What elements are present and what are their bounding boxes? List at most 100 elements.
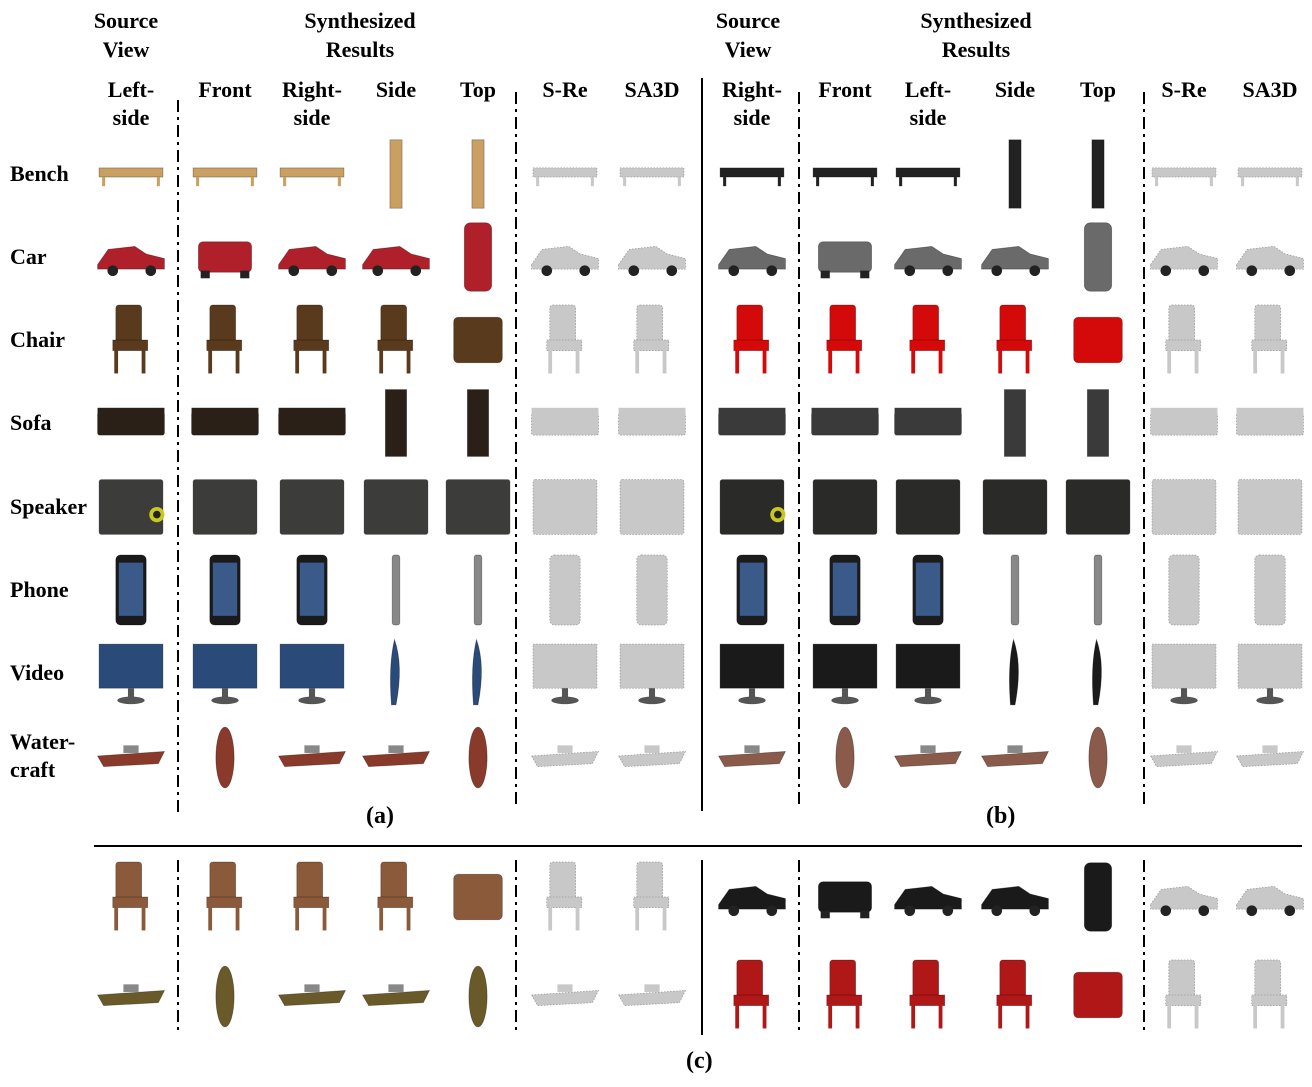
row-label-5: Phone xyxy=(10,577,69,602)
thumb-a-video-5 xyxy=(527,635,603,711)
thumb-b-watercraft-6 xyxy=(1232,718,1308,794)
thumb-c-b-0-4 xyxy=(1060,859,1136,935)
thumb-b-car-6 xyxy=(1232,219,1308,295)
thumb-c-a-1-4 xyxy=(440,957,516,1033)
thumb-b-chair-4 xyxy=(1060,302,1136,378)
thumb-b-phone-6 xyxy=(1232,552,1308,628)
separator-b-methods xyxy=(1143,92,1145,807)
thumb-b-bench-1 xyxy=(807,136,883,212)
thumb-c-a-1-0 xyxy=(93,957,169,1033)
separator-a-methods xyxy=(515,92,517,807)
thumb-a-watercraft-6 xyxy=(614,718,690,794)
thumb-a-speaker-3 xyxy=(358,469,434,545)
thumb-a-bench-1 xyxy=(187,136,263,212)
thumb-b-sofa-4 xyxy=(1060,385,1136,461)
row-label-6: Video xyxy=(10,660,65,685)
thumb-a-bench-5 xyxy=(527,136,603,212)
thumb-a-speaker-6 xyxy=(614,469,690,545)
thumb-b-sofa-6 xyxy=(1232,385,1308,461)
thumb-a-speaker-2 xyxy=(274,469,350,545)
column-header-a-3: Side xyxy=(375,77,417,102)
thumb-a-car-4 xyxy=(440,219,516,295)
thumb-a-watercraft-3 xyxy=(358,718,434,794)
thumb-a-phone-2 xyxy=(274,552,350,628)
thumb-b-phone-5 xyxy=(1146,552,1222,628)
thumb-a-sofa-4 xyxy=(440,385,516,461)
thumb-b-car-3 xyxy=(977,219,1053,295)
thumb-a-speaker-5 xyxy=(527,469,603,545)
thumb-b-video-4 xyxy=(1060,635,1136,711)
column-header-a-6: SA3D xyxy=(624,77,680,102)
thumb-b-speaker-4 xyxy=(1060,469,1136,545)
thumb-b-chair-1 xyxy=(807,302,883,378)
column-header-a-1: Front xyxy=(198,77,252,102)
separator-c-b-methods xyxy=(1143,860,1145,1035)
thumb-c-a-1-6 xyxy=(614,957,690,1033)
thumb-a-phone-5 xyxy=(527,552,603,628)
thumb-b-speaker-6 xyxy=(1232,469,1308,545)
thumb-b-chair-6 xyxy=(1232,302,1308,378)
thumb-a-sofa-5 xyxy=(527,385,603,461)
thumb-b-phone-1 xyxy=(807,552,883,628)
thumb-a-bench-3 xyxy=(358,136,434,212)
thumb-b-speaker-1 xyxy=(807,469,883,545)
row-label-1: Car xyxy=(10,244,47,269)
thumb-b-chair-2 xyxy=(890,302,966,378)
thumb-b-video-3 xyxy=(977,635,1053,711)
thumb-a-watercraft-5 xyxy=(527,718,603,794)
thumb-a-phone-0 xyxy=(93,552,169,628)
thumb-a-video-3 xyxy=(358,635,434,711)
thumb-a-car-1 xyxy=(187,219,263,295)
thumb-c-b-0-0 xyxy=(714,859,790,935)
thumb-b-bench-6 xyxy=(1232,136,1308,212)
thumb-b-bench-3 xyxy=(977,136,1053,212)
thumb-a-sofa-0 xyxy=(93,385,169,461)
thumb-a-video-2 xyxy=(274,635,350,711)
panel-a-source-header: Source View xyxy=(93,8,159,62)
panel-c-label: (c) xyxy=(686,1048,713,1074)
thumb-a-bench-4 xyxy=(440,136,516,212)
thumb-a-bench-0 xyxy=(93,136,169,212)
separator-c-a-source xyxy=(177,860,179,1035)
thumb-a-phone-1 xyxy=(187,552,263,628)
separator-c-b-source xyxy=(798,860,800,1035)
thumb-b-watercraft-1 xyxy=(807,718,883,794)
thumb-a-video-4 xyxy=(440,635,516,711)
column-header-b-0: Right- side xyxy=(722,77,782,130)
thumb-a-bench-6 xyxy=(614,136,690,212)
thumb-a-car-5 xyxy=(527,219,603,295)
thumb-b-watercraft-5 xyxy=(1146,718,1222,794)
panel-a-synth-header: Synthesized Results xyxy=(304,8,416,62)
thumb-c-a-0-4 xyxy=(440,859,516,935)
thumb-b-phone-2 xyxy=(890,552,966,628)
row-label-0: Bench xyxy=(10,161,69,186)
thumb-c-a-1-1 xyxy=(187,957,263,1033)
panel-b-source-header: Source View xyxy=(715,8,781,62)
thumb-a-bench-2 xyxy=(274,136,350,212)
thumb-b-chair-0 xyxy=(714,302,790,378)
thumb-c-a-0-3 xyxy=(358,859,434,935)
thumb-a-chair-1 xyxy=(187,302,263,378)
thumb-a-watercraft-2 xyxy=(274,718,350,794)
thumb-a-car-2 xyxy=(274,219,350,295)
divider-c xyxy=(94,845,1302,847)
thumb-a-speaker-0 xyxy=(93,469,169,545)
row-label-7: Water- craft xyxy=(10,729,76,782)
column-header-a-0: Left- side xyxy=(107,77,155,130)
thumb-a-car-6 xyxy=(614,219,690,295)
thumb-c-a-1-2 xyxy=(274,957,350,1033)
thumb-c-a-1-3 xyxy=(358,957,434,1033)
column-header-b-2: Left- side xyxy=(904,77,952,130)
thumb-a-phone-4 xyxy=(440,552,516,628)
thumb-a-chair-0 xyxy=(93,302,169,378)
thumb-a-phone-6 xyxy=(614,552,690,628)
thumb-a-chair-3 xyxy=(358,302,434,378)
thumb-b-video-1 xyxy=(807,635,883,711)
thumb-c-b-0-6 xyxy=(1232,859,1308,935)
separator-panels xyxy=(701,78,703,811)
thumb-c-b-1-0 xyxy=(714,957,790,1033)
thumb-b-phone-0 xyxy=(714,552,790,628)
column-header-b-6: SA3D xyxy=(1242,77,1298,102)
thumb-b-watercraft-2 xyxy=(890,718,966,794)
thumb-a-chair-2 xyxy=(274,302,350,378)
